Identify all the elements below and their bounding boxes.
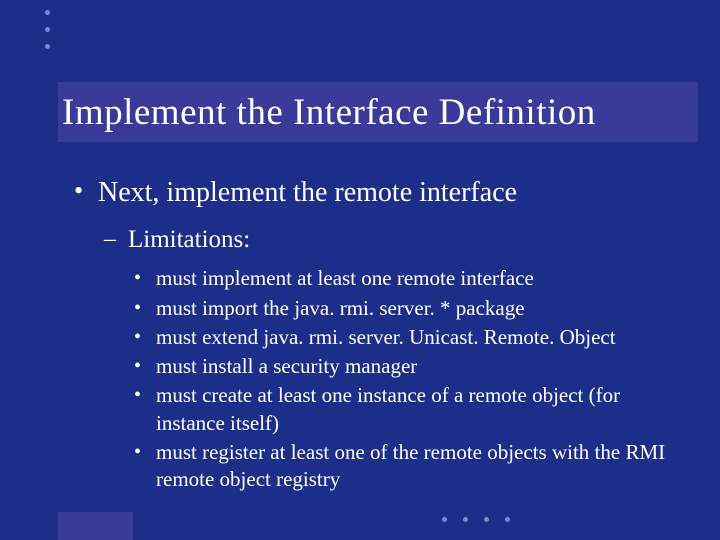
slide-body: Next, implement the remote interface Lim…: [70, 175, 690, 508]
dot-icon: [484, 517, 489, 522]
bullet-text: Limitations:: [128, 226, 250, 253]
bullet-text: must create at least one instance of a r…: [156, 383, 620, 434]
dot-icon: [45, 27, 50, 32]
decor-dots-bottom: [442, 517, 510, 522]
list-item: must register at least one of the remote…: [128, 439, 690, 494]
slide-title: Implement the Interface Definition: [62, 91, 596, 134]
dot-icon: [463, 517, 468, 522]
slide: Implement the Interface Definition Next,…: [0, 0, 720, 540]
dot-icon: [45, 44, 50, 49]
bullet-text: Next, implement the remote interface: [98, 177, 517, 208]
list-item: must extend java. rmi. server. Unicast. …: [128, 324, 690, 351]
bullet-list-lvl2: Limitations: must implement at least one…: [98, 224, 690, 494]
title-bar: Implement the Interface Definition: [58, 82, 698, 142]
list-item: must implement at least one remote inter…: [128, 265, 690, 292]
dot-icon: [45, 10, 50, 15]
list-item: must import the java. rmi. server. * pac…: [128, 295, 690, 322]
list-item: Next, implement the remote interface Lim…: [70, 175, 690, 494]
list-item: must install a security manager: [128, 353, 690, 380]
decor-dots-top: [45, 10, 50, 49]
decor-block: [58, 512, 133, 540]
dot-icon: [505, 517, 510, 522]
bullet-list-lvl1: Next, implement the remote interface Lim…: [70, 175, 690, 494]
dot-icon: [442, 517, 447, 522]
bullet-text: must register at least one of the remote…: [156, 440, 665, 491]
bullet-text: must install a security manager: [156, 354, 417, 378]
bullet-text: must extend java. rmi. server. Unicast. …: [156, 325, 616, 349]
list-item: must create at least one instance of a r…: [128, 382, 690, 437]
bullet-text: must implement at least one remote inter…: [156, 266, 534, 290]
bullet-text: must import the java. rmi. server. * pac…: [156, 296, 525, 320]
list-item: Limitations: must implement at least one…: [98, 224, 690, 494]
bullet-list-lvl3: must implement at least one remote inter…: [128, 265, 690, 493]
